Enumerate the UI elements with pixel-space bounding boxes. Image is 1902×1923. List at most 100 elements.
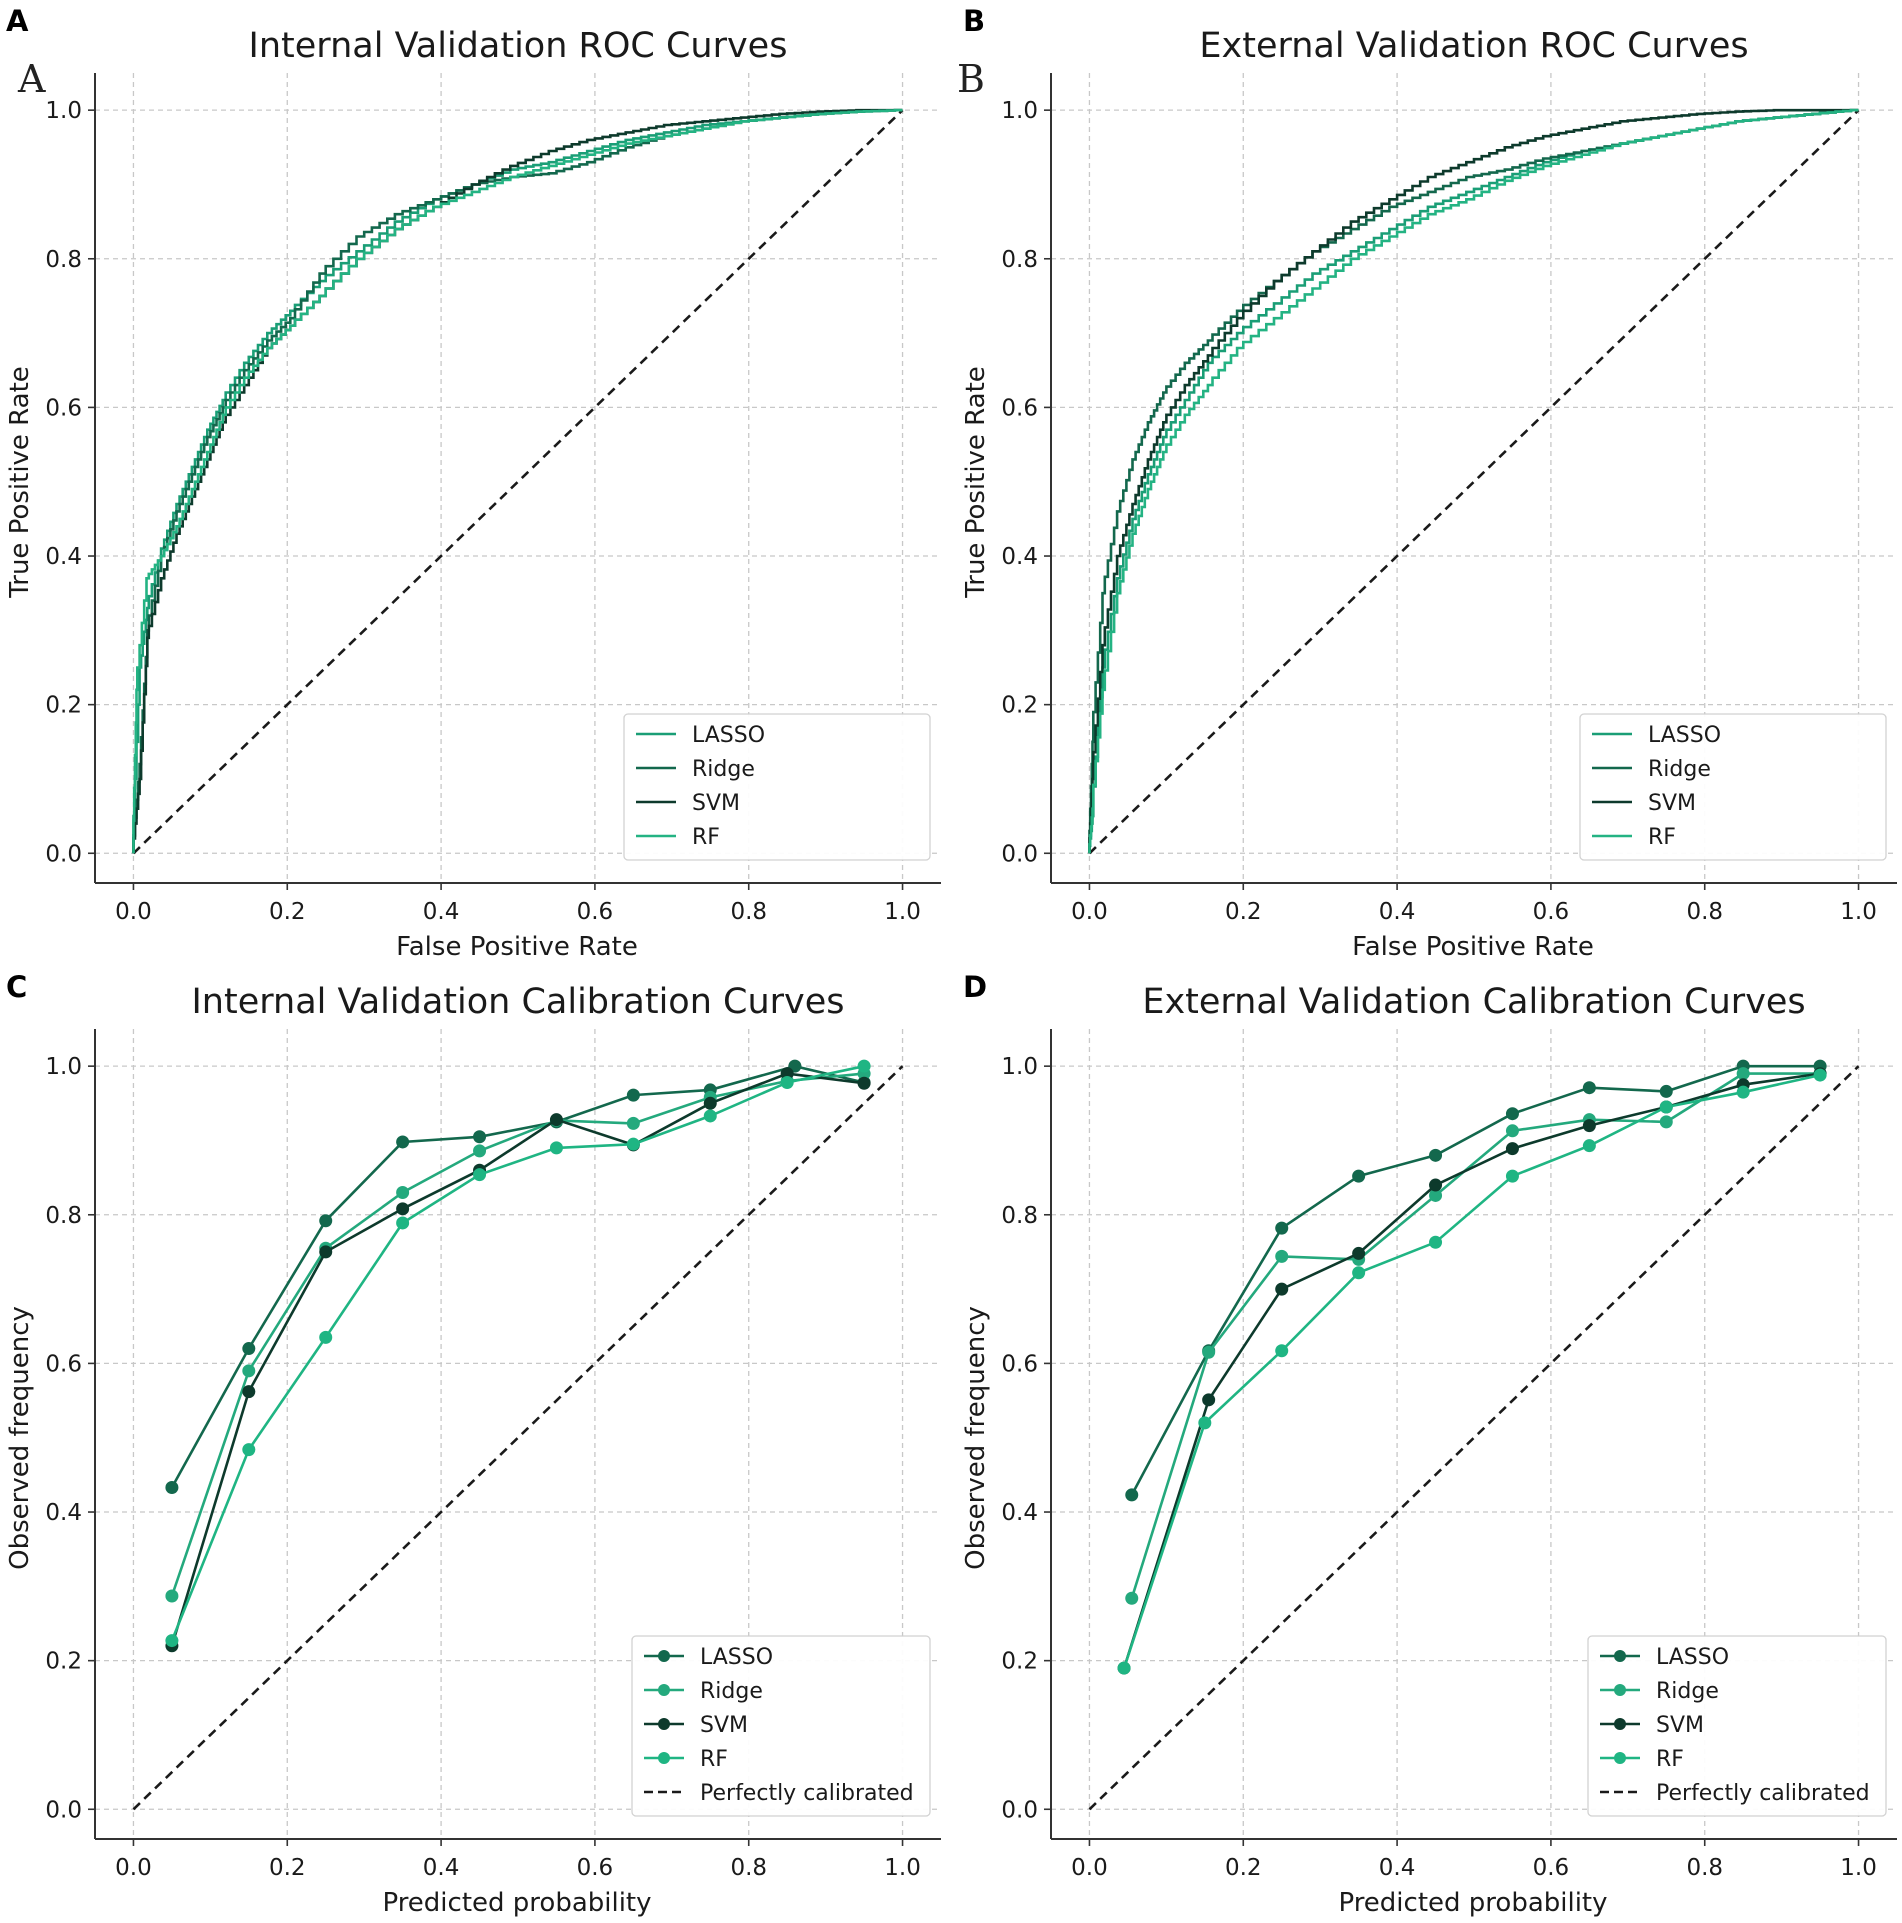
legend-label: Ridge (700, 1679, 763, 1704)
calibration-point-ridge (1429, 1188, 1443, 1202)
y-tick-label: 0.0 (1001, 1797, 1038, 1823)
panel-d: D External Validation Calibration Curves… (961, 970, 1897, 1918)
calibration-point-rf (1352, 1266, 1366, 1280)
roc-curve-svm (1088, 108, 1859, 854)
x-tick-label: 1.0 (884, 1855, 921, 1881)
legend-label: Ridge (1656, 1679, 1719, 1704)
calibration-point-svm (242, 1385, 256, 1399)
panel-a: A A Internal Validation ROC Curves 0.0 0.… (5, 4, 941, 962)
calibration-point-svm (1352, 1246, 1366, 1260)
calibration-point-lasso (626, 1088, 640, 1102)
calibration-line-ridge (1130, 1072, 1821, 1599)
calibration-point-ridge (1736, 1067, 1750, 1081)
x-tick-label: 0.0 (1071, 899, 1108, 925)
legend-label: SVM (692, 791, 740, 816)
legend-label: Perfectly calibrated (1656, 1781, 1870, 1806)
legend-label: SVM (700, 1713, 748, 1738)
calibration-point-rf (473, 1168, 487, 1182)
legend-label: Perfectly calibrated (700, 1781, 914, 1806)
calibration-point-rf (1275, 1344, 1289, 1358)
calibration-line-svm (1122, 1072, 1821, 1669)
y-tick-label: 0.6 (1001, 1351, 1038, 1377)
panel-c: C Internal Validation Calibration Curves… (5, 970, 941, 1918)
diagonal-reference-line (132, 109, 904, 855)
chart-title-a: Internal Validation ROC Curves (249, 26, 788, 66)
calibration-point-svm (549, 1113, 563, 1127)
calibration-point-lasso (396, 1135, 410, 1149)
legend: LASSO Ridge SVM RF Perfectly calibrated (1587, 1635, 1887, 1817)
calibration-point-rf (1198, 1416, 1212, 1430)
y-tick-label: 0.2 (45, 693, 82, 719)
calibration-point-rf (1659, 1100, 1673, 1114)
legend-marker-rf (658, 1752, 670, 1764)
y-tick-label: 0.0 (45, 841, 82, 867)
y-tick-label: 0.0 (1001, 841, 1038, 867)
y-tick-label: 0.8 (1001, 1203, 1038, 1229)
calibration-point-svm (1505, 1142, 1519, 1156)
legend-marker-lasso (658, 1650, 670, 1662)
calibration-point-ridge (473, 1144, 487, 1158)
y-tick-label: 0.4 (1001, 544, 1038, 570)
chart-title-c: Internal Validation Calibration Curves (191, 982, 844, 1022)
inset-letter-a: A (17, 57, 46, 101)
x-axis-label-c: Predicted probability (382, 1888, 651, 1918)
x-tick-label: 0.4 (1379, 1855, 1416, 1881)
calibration-point-lasso (473, 1130, 487, 1144)
roc-curve-rf (1088, 108, 1859, 854)
x-tick-label: 0.4 (423, 899, 460, 925)
x-axis-label-a: False Positive Rate (396, 932, 638, 962)
calibration-line-rf (170, 1064, 865, 1642)
calibration-point-ridge (1125, 1591, 1139, 1605)
roc-curve-rf (132, 108, 903, 854)
plot-area-d: 0.0 0.2 0.4 0.6 0.8 1.0 0.0 0.2 0.4 0.6 0.8 1.0 LASS… (1001, 1029, 1897, 1881)
legend-label: RF (692, 825, 720, 850)
calibration-point-ridge (1275, 1249, 1289, 1263)
legend-marker-svm (658, 1718, 670, 1730)
calibration-line-rf (1122, 1073, 1821, 1669)
legend-label: RF (1648, 825, 1676, 850)
x-tick-label: 0.6 (1533, 899, 1570, 925)
y-tick-label: 0.6 (45, 395, 82, 421)
x-tick-label: 0.8 (1686, 899, 1723, 925)
calibration-point-ridge (626, 1116, 640, 1130)
x-tick-label: 0.6 (577, 899, 614, 925)
y-tick-label: 0.8 (45, 1203, 82, 1229)
calibration-point-ridge (1659, 1115, 1673, 1129)
y-tick-label: 0.8 (1001, 247, 1038, 273)
calibration-point-svm (1275, 1282, 1289, 1296)
calibration-point-svm (703, 1096, 717, 1110)
legend-marker-rf (1614, 1752, 1626, 1764)
legend-label: Ridge (692, 757, 755, 782)
calibration-point-ridge (1202, 1345, 1216, 1359)
legend-label: SVM (1648, 791, 1696, 816)
legend: LASSO Ridge SVM RF (1579, 713, 1887, 861)
calibration-point-rf (1736, 1085, 1750, 1099)
calibration-point-lasso (1352, 1169, 1366, 1183)
calibration-point-lasso (1582, 1081, 1596, 1095)
panel-b: B B External Validation ROC Curves 0.0 0.… (957, 4, 1897, 962)
calibration-point-rf (1117, 1661, 1131, 1675)
calibration-line-lasso (170, 1064, 865, 1489)
calibration-point-rf (1505, 1169, 1519, 1183)
legend-label: SVM (1656, 1713, 1704, 1738)
y-axis-label-b: True Positive Rate (961, 366, 991, 599)
legend-label: LASSO (1648, 723, 1721, 748)
calibration-point-ridge (396, 1185, 410, 1199)
y-tick-label: 0.2 (1001, 693, 1038, 719)
x-tick-label: 0.4 (423, 1855, 460, 1881)
x-tick-label: 0.2 (1225, 1855, 1262, 1881)
y-tick-label: 1.0 (45, 1054, 82, 1080)
x-axis-label-b: False Positive Rate (1352, 932, 1594, 962)
calibration-point-lasso (242, 1342, 256, 1356)
calibration-point-ridge (165, 1589, 179, 1603)
diagonal-reference-line (1088, 1065, 1860, 1811)
x-tick-label: 1.0 (884, 899, 921, 925)
panel-letter-a: A (6, 4, 29, 38)
x-tick-label: 0.8 (1686, 1855, 1723, 1881)
x-tick-label: 0.2 (1225, 899, 1262, 925)
calibration-point-rf (857, 1059, 871, 1073)
calibration-point-lasso (1505, 1107, 1519, 1121)
legend-label: LASSO (700, 1645, 773, 1670)
y-axis-label-d: Observed frequency (961, 1306, 991, 1570)
